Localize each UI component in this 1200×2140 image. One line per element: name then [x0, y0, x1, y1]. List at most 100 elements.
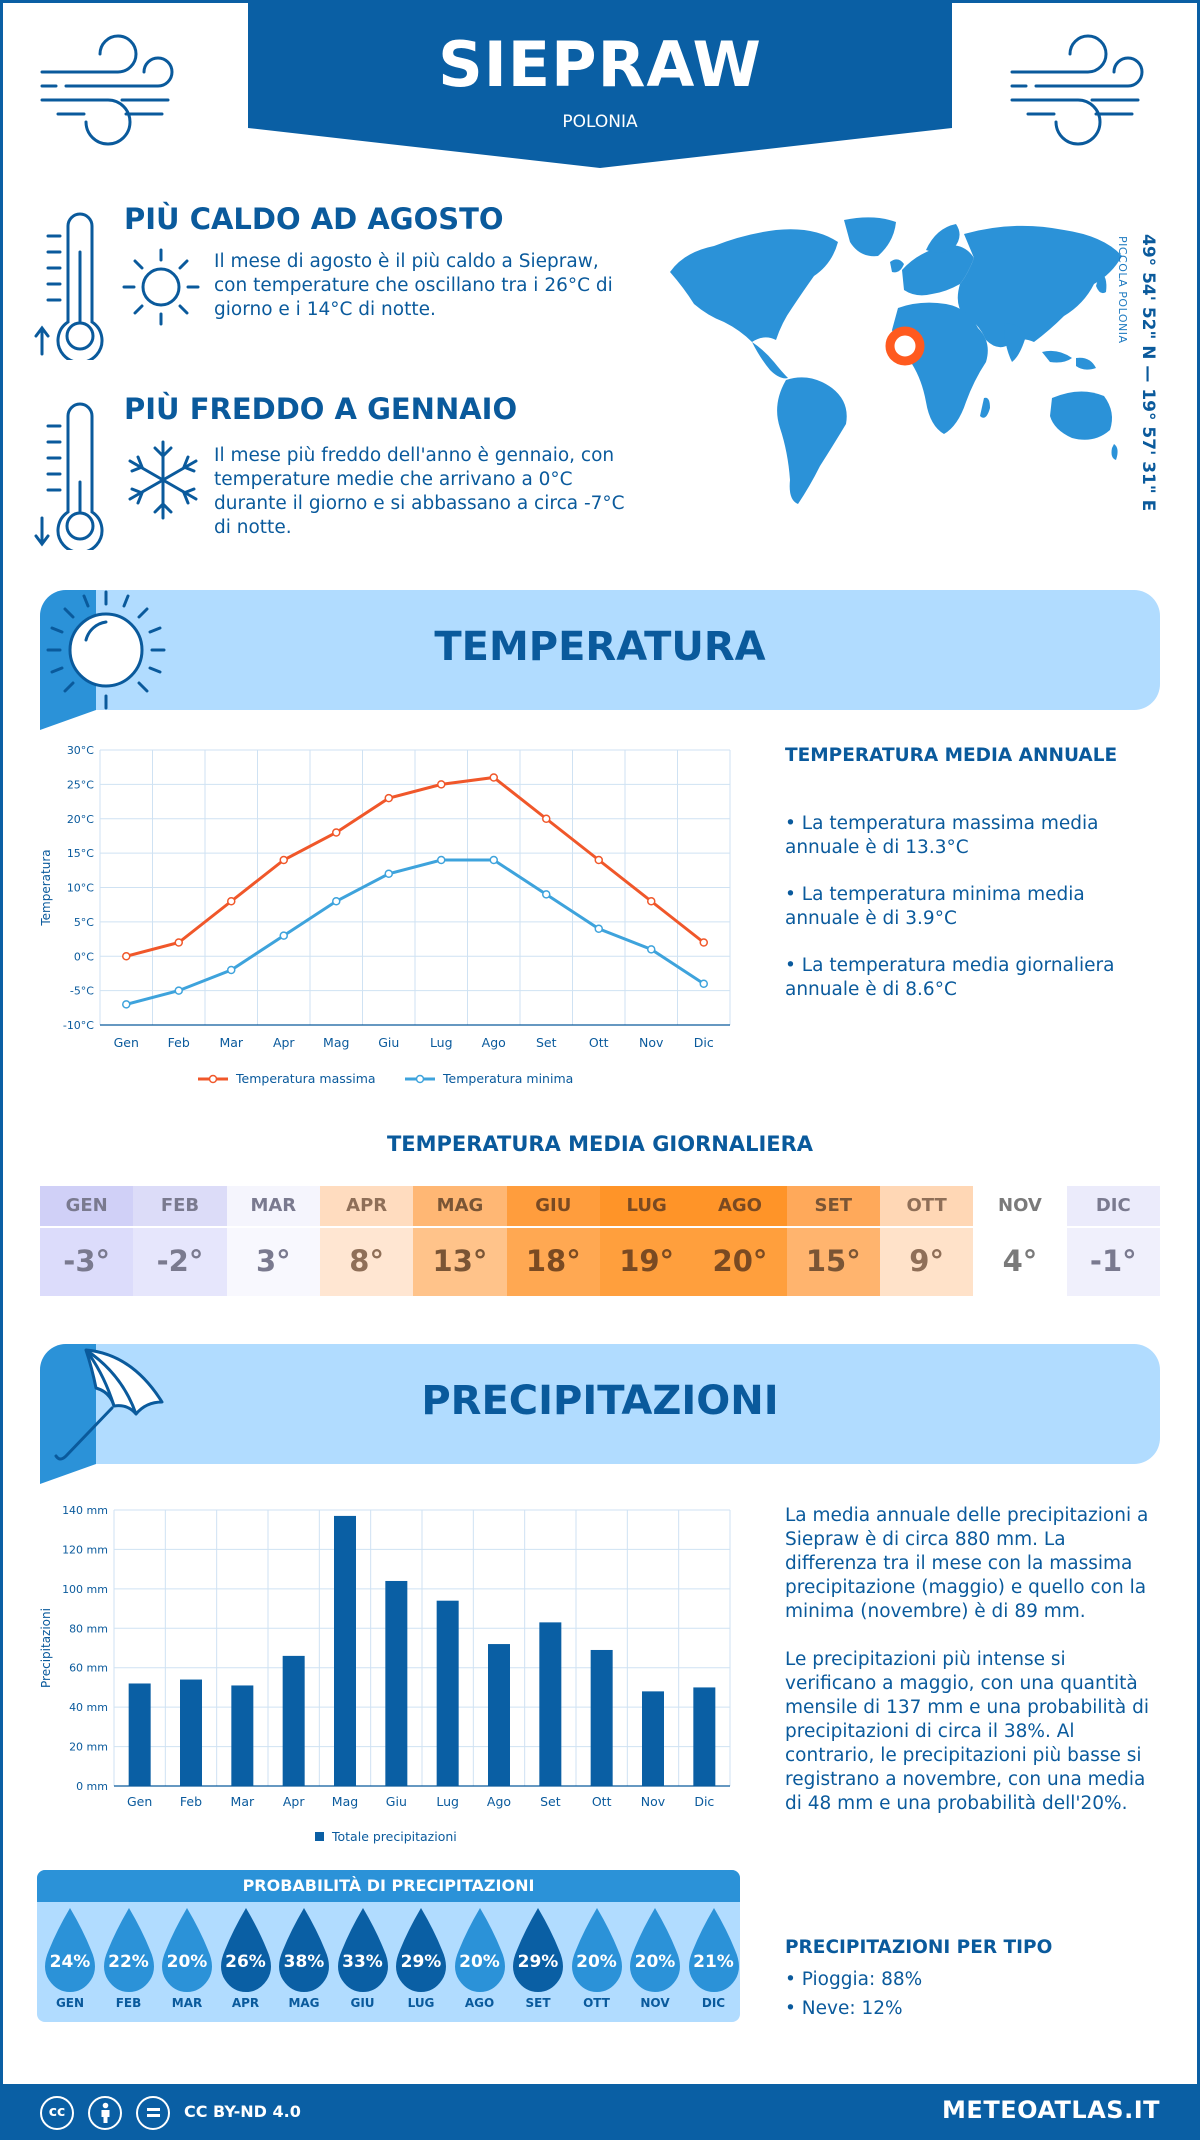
y-axis-label: Temperatura — [40, 849, 53, 926]
data-point — [227, 965, 236, 975]
daily-month: GEN — [40, 1186, 134, 1226]
title-banner: SIEPRAW POLONIA — [248, 0, 952, 168]
wind-icon — [1010, 34, 1144, 146]
fact-coldest-text: Il mese più freddo dell'anno è gennaio, … — [214, 445, 625, 538]
data-point — [647, 897, 656, 906]
bar — [590, 1649, 613, 1786]
daily-value: 20° — [693, 1226, 787, 1296]
wind-icon — [40, 34, 174, 146]
precip-side-paragraph: Le precipitazioni più intense si verific… — [785, 1649, 1149, 1814]
probability-value: 29% — [400, 1952, 442, 1972]
daily-cell: OTT 9° — [879, 1186, 974, 1296]
data-point — [594, 924, 603, 933]
daily-month: FEB — [133, 1186, 227, 1226]
cc-icon: cc — [40, 2096, 74, 2130]
data-point — [489, 773, 498, 782]
daily-month: AGO — [693, 1186, 787, 1226]
data-point — [542, 814, 551, 823]
x-tick-label: Ago — [482, 1035, 506, 1050]
precipitation-banner: PRECIPITAZIONI — [40, 1344, 1160, 1484]
rain-drop-icon: 29% LUG — [392, 1906, 450, 2016]
daily-table-title: TEMPERATURA MEDIA GIORNALIERA — [386, 1132, 814, 1156]
y-tick-label: 0°C — [74, 950, 94, 963]
x-tick-label: Nov — [639, 1035, 664, 1050]
y-axis-label: Precipitazioni — [40, 1608, 53, 1688]
probability-month: NOV — [640, 1996, 670, 2010]
x-tick-label: Mag — [323, 1035, 349, 1050]
daily-cell: LUG 19° — [599, 1186, 694, 1296]
y-tick-label: 40 mm — [69, 1701, 108, 1714]
x-tick-label: Mar — [231, 1794, 255, 1809]
probability-value: 20% — [459, 1952, 500, 1972]
y-tick-label: 20°C — [67, 813, 94, 826]
legend-marker — [208, 1074, 218, 1084]
country-name: POLONIA — [562, 112, 638, 132]
y-tick-label: 120 mm — [62, 1543, 108, 1556]
daily-value: 19° — [599, 1226, 694, 1296]
data-point — [699, 979, 708, 988]
daily-value: -2° — [133, 1226, 227, 1296]
bar — [180, 1679, 202, 1786]
x-tick-label: Feb — [180, 1794, 202, 1809]
daily-temperature-table: GEN -3° FEB -2° MAR 3° APR 8° MAG 13° GIU 18° LUG 19°… — [40, 1186, 1160, 1296]
fact-hottest-text: Il mese di agosto è il più caldo a Siepr… — [214, 251, 613, 320]
daily-cell: MAG 13° — [413, 1186, 507, 1296]
bar — [231, 1685, 254, 1786]
sun-icon — [46, 590, 166, 710]
data-point — [332, 828, 341, 837]
precip-side-paragraph: La media annuale delle precipitazioni a … — [785, 1505, 1149, 1622]
bar — [385, 1580, 408, 1786]
daily-month: SET — [786, 1186, 880, 1226]
probability-month: MAR — [171, 1996, 203, 2010]
probability-month: LUG — [407, 1996, 435, 2010]
x-tick-label: Set — [536, 1035, 557, 1050]
probability-drops: 24% GEN 22% FEB 20% MAR 26% APR 38% MAG 33% GIU 29% L… — [37, 1906, 740, 2016]
bar — [282, 1655, 305, 1786]
rain-drop-icon: 24% GEN — [41, 1906, 99, 2016]
daily-month: NOV — [973, 1186, 1067, 1226]
daily-cell: APR 8° — [319, 1186, 414, 1296]
precip-type-item: • Pioggia: 88% — [785, 1969, 923, 1990]
daily-value: 8° — [319, 1226, 414, 1296]
probability-month: OTT — [583, 1996, 610, 2010]
x-tick-label: Giu — [386, 1794, 407, 1809]
rain-drop-icon: 22% FEB — [100, 1906, 158, 2016]
daily-cell: DIC -1° — [1066, 1186, 1160, 1296]
rain-drop-icon: 33% GIU — [334, 1906, 392, 2016]
probability-value: 29% — [517, 1952, 559, 1972]
rain-drop-icon: 29% SET — [509, 1906, 567, 2016]
fact-hottest-title: PIÙ CALDO AD AGOSTO — [124, 202, 504, 236]
daily-month: DIC — [1066, 1186, 1160, 1226]
footer: cc CC BY-ND 4.0 METEOATLAS.IT — [0, 2084, 1200, 2140]
daily-month: OTT — [879, 1186, 974, 1226]
x-tick-label: Dic — [694, 1794, 714, 1809]
probability-value: 21% — [693, 1952, 734, 1972]
data-point — [122, 952, 131, 961]
daily-cell: NOV 4° — [973, 1186, 1067, 1296]
probability-value: 38% — [283, 1952, 325, 1972]
legend-label: Totale precipitazioni — [331, 1829, 457, 1844]
y-tick-label: 5°C — [74, 916, 94, 929]
daily-cell: AGO 20° — [693, 1186, 787, 1296]
site-link[interactable]: METEOATLAS.IT — [942, 2096, 1160, 2124]
probability-value: 24% — [49, 1952, 91, 1972]
x-tick-label: Ago — [487, 1794, 511, 1809]
x-tick-label: Ott — [592, 1794, 612, 1809]
x-tick-label: Giu — [378, 1035, 399, 1050]
x-tick-label: Mar — [219, 1035, 243, 1050]
series-line-min — [125, 858, 705, 1006]
probability-value: 26% — [225, 1952, 266, 1972]
data-point — [384, 793, 393, 803]
legend-marker — [415, 1074, 425, 1084]
probability-month: FEB — [115, 1996, 142, 2010]
snowflake-icon — [128, 440, 198, 520]
temp-side-item: • La temperatura minima media annuale è … — [785, 884, 1085, 929]
daily-value: 4° — [973, 1226, 1067, 1296]
y-tick-label: 0 mm — [76, 1780, 108, 1793]
attribution-icon — [88, 2096, 122, 2130]
series-line-max — [125, 775, 705, 958]
daily-cell: SET 15° — [786, 1186, 880, 1296]
data-point — [332, 897, 341, 906]
data-point — [699, 938, 708, 947]
probability-value: 22% — [108, 1952, 149, 1972]
